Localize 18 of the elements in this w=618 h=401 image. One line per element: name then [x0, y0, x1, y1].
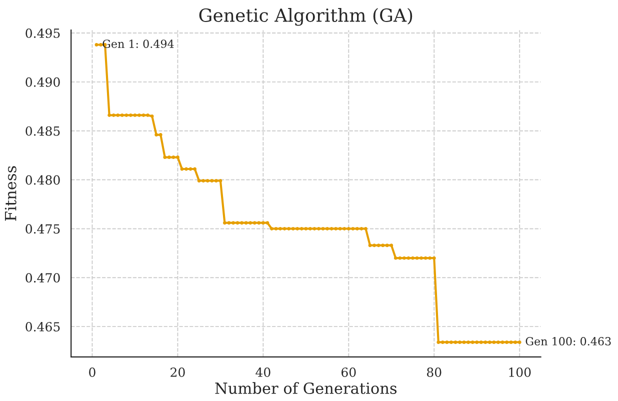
- annotation: Gen 1: 0.494: [102, 40, 174, 48]
- y-tick-label: 0.495: [26, 28, 60, 38]
- x-axis-title: Number of Generations: [215, 382, 397, 394]
- y-tick-label: 0.465: [26, 322, 60, 332]
- y-axis-title: Fitness: [4, 166, 16, 221]
- x-tick-label: 60: [342, 368, 356, 377]
- y-tick-label: 0.485: [26, 126, 60, 136]
- x-tick-label: 100: [509, 368, 531, 377]
- chart-title: Genetic Algorithm (GA): [199, 8, 412, 26]
- y-tick-label: 0.490: [26, 77, 60, 87]
- x-tick-label: 20: [170, 368, 185, 377]
- annotation: Gen 100: 0.463: [526, 337, 611, 346]
- y-tick-label: 0.470: [26, 273, 60, 283]
- x-tick-label: 40: [256, 368, 270, 377]
- y-tick-label: 0.475: [26, 224, 60, 234]
- y-tick-label: 0.480: [26, 175, 60, 185]
- x-tick-label: 80: [427, 368, 442, 377]
- x-tick-label: 0: [89, 368, 96, 377]
